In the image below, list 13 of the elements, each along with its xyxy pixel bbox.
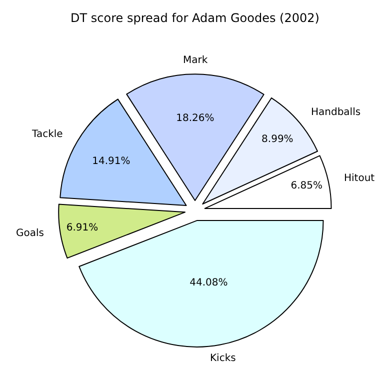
data-label: 8.99% [262,134,294,145]
data-label: 6.91% [66,222,98,234]
data-label: 18.26% [176,113,214,124]
slice-label: Mark [183,55,208,66]
data-label: 6.85% [290,180,323,192]
slice-label: Hitout [344,173,375,184]
chart-title: DT score spread for Adam Goodes (2002) [70,11,320,26]
slice-label: Goals [16,228,44,239]
slice-label: Tackle [31,129,63,140]
slice-label: Kicks [210,353,236,364]
data-label: 44.08% [190,278,228,289]
slice-label: Handballs [311,107,361,118]
data-label: 14.91% [92,156,130,167]
